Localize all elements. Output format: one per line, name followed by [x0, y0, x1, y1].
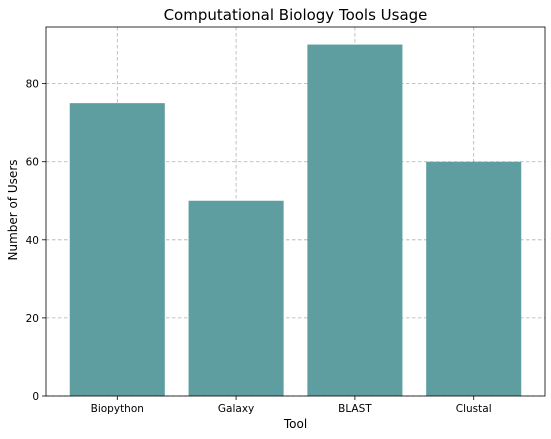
bar-blast: [307, 44, 403, 396]
y-tick-label: 80: [26, 79, 39, 91]
bar-biopython: [69, 103, 165, 397]
chart-title: Computational Biology Tools Usage: [164, 6, 428, 24]
x-axis-label: Tool: [283, 417, 307, 431]
x-tick-label: Biopython: [91, 403, 144, 415]
x-tick-label: BLAST: [338, 403, 372, 415]
y-axis-ticks: 0 20 40 60 80: [26, 79, 46, 403]
bar-clustal: [426, 161, 522, 396]
plot-frame: [45, 26, 546, 397]
x-tick-label: Clustal: [456, 403, 492, 415]
bar-galaxy: [188, 200, 284, 396]
y-tick-label: 20: [26, 313, 39, 325]
y-tick-label: 60: [26, 157, 39, 169]
bars: [69, 44, 522, 397]
x-axis-ticks: Biopython Galaxy BLAST Clustal: [91, 396, 492, 415]
x-tick-label: Galaxy: [218, 403, 254, 415]
y-axis-label: Number of Users: [6, 159, 20, 260]
y-tick-label: 0: [32, 391, 39, 403]
axes: [45, 26, 546, 397]
y-tick-label: 40: [26, 235, 39, 247]
